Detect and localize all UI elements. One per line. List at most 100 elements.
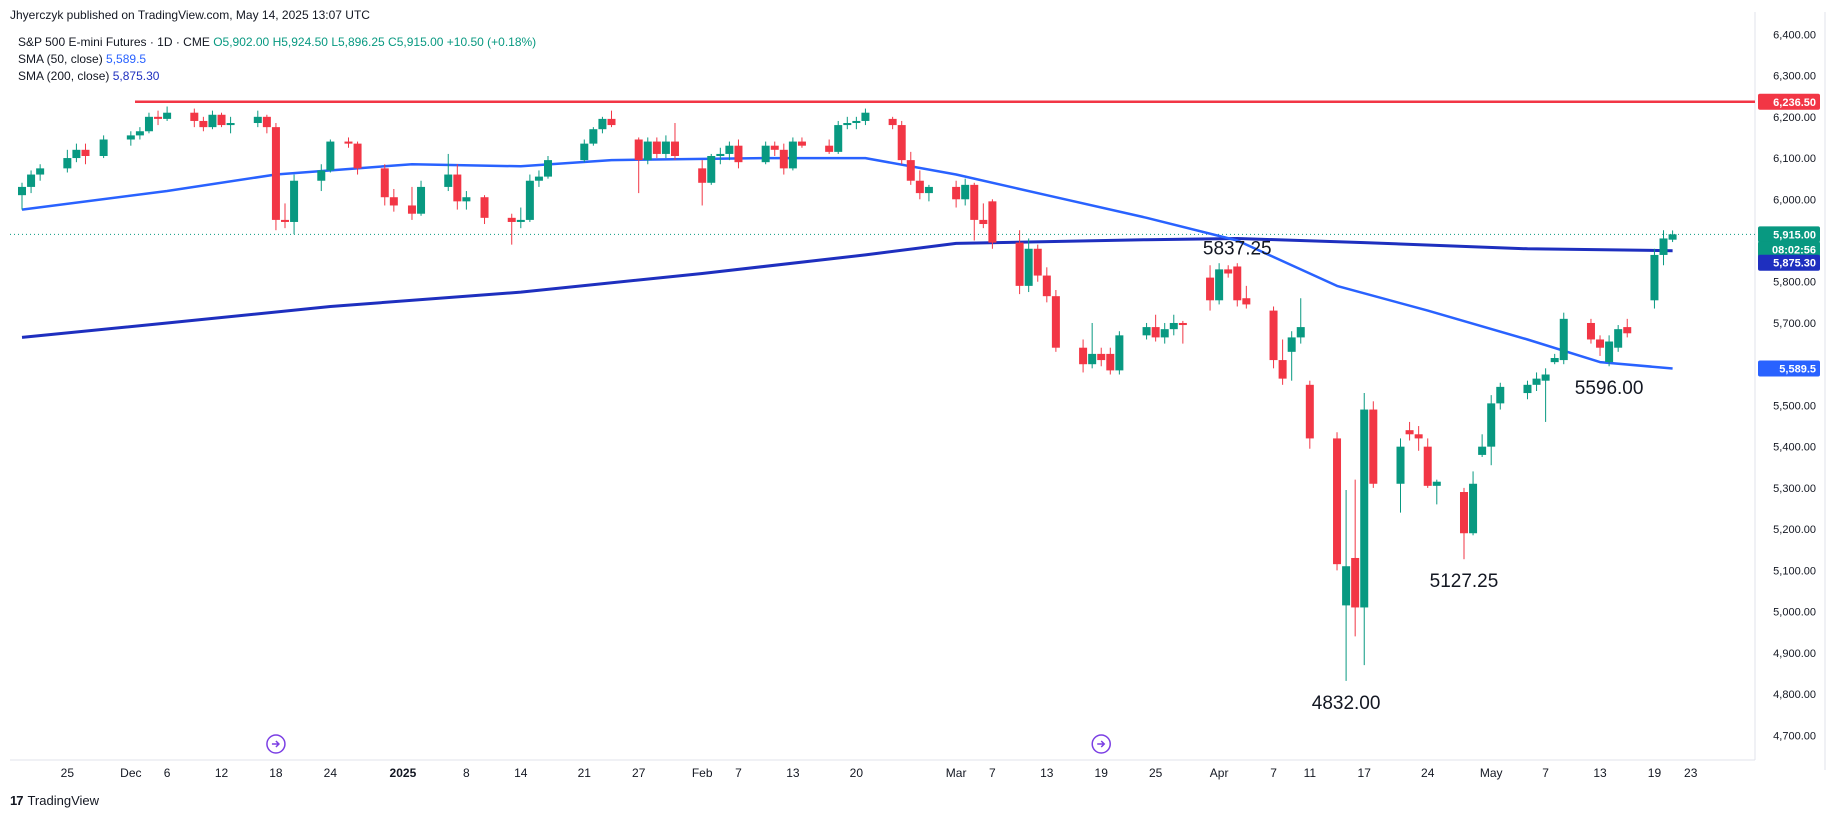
candle-down bbox=[1097, 353, 1106, 361]
x-tick-label: 13 bbox=[786, 766, 800, 780]
x-tick-label: 7 bbox=[1542, 766, 1549, 780]
candle-up bbox=[1532, 378, 1541, 385]
candle-down bbox=[1051, 296, 1060, 348]
candle-up bbox=[326, 141, 335, 171]
y-tick-label: 5,500.00 bbox=[1773, 400, 1816, 412]
x-tick-label: May bbox=[1480, 766, 1503, 780]
candle-down bbox=[199, 120, 208, 128]
candle-up bbox=[924, 186, 933, 194]
candle-up bbox=[1496, 386, 1505, 404]
x-tick-label: 13 bbox=[1593, 766, 1607, 780]
x-tick-label: 20 bbox=[850, 766, 864, 780]
candle-down bbox=[1369, 409, 1378, 484]
candle-up bbox=[36, 168, 45, 175]
candle-up bbox=[852, 120, 861, 124]
candle-up bbox=[144, 116, 153, 132]
x-tick-label: 6 bbox=[164, 766, 171, 780]
candle-up bbox=[1541, 374, 1550, 381]
candle-up bbox=[462, 197, 471, 202]
x-tick-label: 18 bbox=[269, 766, 283, 780]
price-axis-label: 5,875.30 bbox=[1773, 258, 1816, 270]
x-tick-label: 2025 bbox=[390, 766, 417, 780]
brand-name: TradingView bbox=[27, 793, 100, 808]
x-tick-label: Mar bbox=[946, 766, 967, 780]
candle-up bbox=[1342, 566, 1351, 606]
candle-up bbox=[707, 155, 716, 183]
x-tick-label: 19 bbox=[1648, 766, 1662, 780]
candle-up bbox=[163, 112, 172, 119]
candle-down bbox=[217, 114, 226, 126]
x-tick-label: 11 bbox=[1304, 766, 1317, 780]
x-tick-label: Apr bbox=[1210, 766, 1229, 780]
candle-up bbox=[1659, 238, 1668, 255]
price-axis-label-bg bbox=[1758, 226, 1820, 243]
candle-up bbox=[1360, 409, 1369, 608]
sma200-label: SMA (200, close) bbox=[18, 69, 110, 83]
candle-up bbox=[27, 174, 36, 187]
candle-down bbox=[670, 141, 679, 156]
tradingview-logo-icon[interactable]: 17 bbox=[10, 793, 24, 808]
candle-up bbox=[716, 153, 725, 156]
x-tick-label: 12 bbox=[215, 766, 229, 780]
candle-down bbox=[380, 168, 389, 198]
candle-up bbox=[99, 139, 108, 156]
candle-down bbox=[698, 168, 707, 183]
candle-up bbox=[1614, 329, 1623, 348]
candle-down bbox=[344, 141, 353, 144]
price-axis-label: 5,915.00 bbox=[1773, 229, 1816, 241]
sma200-legend-row[interactable]: SMA (200, close) 5,875.30 bbox=[18, 68, 536, 85]
candle-down bbox=[1305, 384, 1314, 439]
candle-up bbox=[1432, 481, 1441, 486]
candle-down bbox=[154, 116, 163, 119]
candle-down bbox=[190, 112, 199, 121]
candle-up bbox=[834, 125, 843, 152]
candle-down bbox=[389, 197, 398, 206]
candle-up bbox=[1668, 234, 1677, 240]
x-tick-label: 25 bbox=[61, 766, 75, 780]
candle-up bbox=[534, 176, 543, 181]
candle-down bbox=[1269, 310, 1278, 361]
candle-up bbox=[444, 174, 453, 187]
candle-down bbox=[1333, 438, 1342, 565]
symbol-title[interactable]: S&P 500 E-mini Futures · 1D · CME bbox=[18, 35, 210, 49]
candle-down bbox=[1079, 347, 1088, 365]
candle-down bbox=[1623, 327, 1632, 334]
candle-down bbox=[262, 116, 271, 128]
price-chart[interactable]: 4,700.00 4,800.00 4,900.00 5,000.00 5,100.00… bbox=[0, 0, 1835, 790]
price-axis-label-bg bbox=[1758, 241, 1820, 258]
candle-down bbox=[1586, 322, 1595, 340]
y-tick-label: 5,200.00 bbox=[1773, 524, 1816, 536]
candle-down bbox=[797, 141, 806, 146]
candle-up bbox=[1296, 327, 1305, 338]
candle-down bbox=[979, 219, 988, 225]
x-tick-label: 19 bbox=[1095, 766, 1109, 780]
y-tick-label: 6,400.00 bbox=[1773, 29, 1816, 41]
price-axis-label-bg bbox=[1758, 360, 1820, 377]
candle-up bbox=[643, 141, 652, 161]
price-axis-label: 6,236.50 bbox=[1773, 97, 1816, 109]
x-tick-label: 14 bbox=[514, 766, 528, 780]
candle-down bbox=[1405, 430, 1414, 435]
candle-down bbox=[634, 139, 643, 161]
y-tick-label: 6,300.00 bbox=[1773, 71, 1816, 83]
ohlc-change: +10.50 (+0.18%) bbox=[446, 35, 537, 49]
candle-up bbox=[126, 135, 135, 140]
candle-down bbox=[1414, 434, 1423, 439]
candle-down bbox=[1042, 275, 1051, 297]
candle-down bbox=[480, 197, 489, 218]
candle-up bbox=[317, 170, 326, 181]
sma50-label: SMA (50, close) bbox=[18, 52, 103, 66]
candle-up bbox=[72, 149, 81, 159]
candle-up bbox=[1478, 446, 1487, 455]
price-annotation: 5127.25 bbox=[1430, 571, 1499, 592]
candle-up bbox=[1487, 403, 1496, 447]
candle-down bbox=[1278, 360, 1287, 379]
candle-down bbox=[1423, 446, 1432, 486]
candle-up bbox=[208, 114, 217, 128]
sma50-legend-row[interactable]: SMA (50, close) 5,589.5 bbox=[18, 51, 536, 68]
candle-up bbox=[1559, 318, 1568, 361]
price-annotation: 4832.00 bbox=[1312, 693, 1381, 714]
candle-up bbox=[1169, 322, 1178, 330]
y-tick-label: 6,100.00 bbox=[1773, 153, 1816, 165]
candle-down bbox=[1106, 353, 1115, 371]
